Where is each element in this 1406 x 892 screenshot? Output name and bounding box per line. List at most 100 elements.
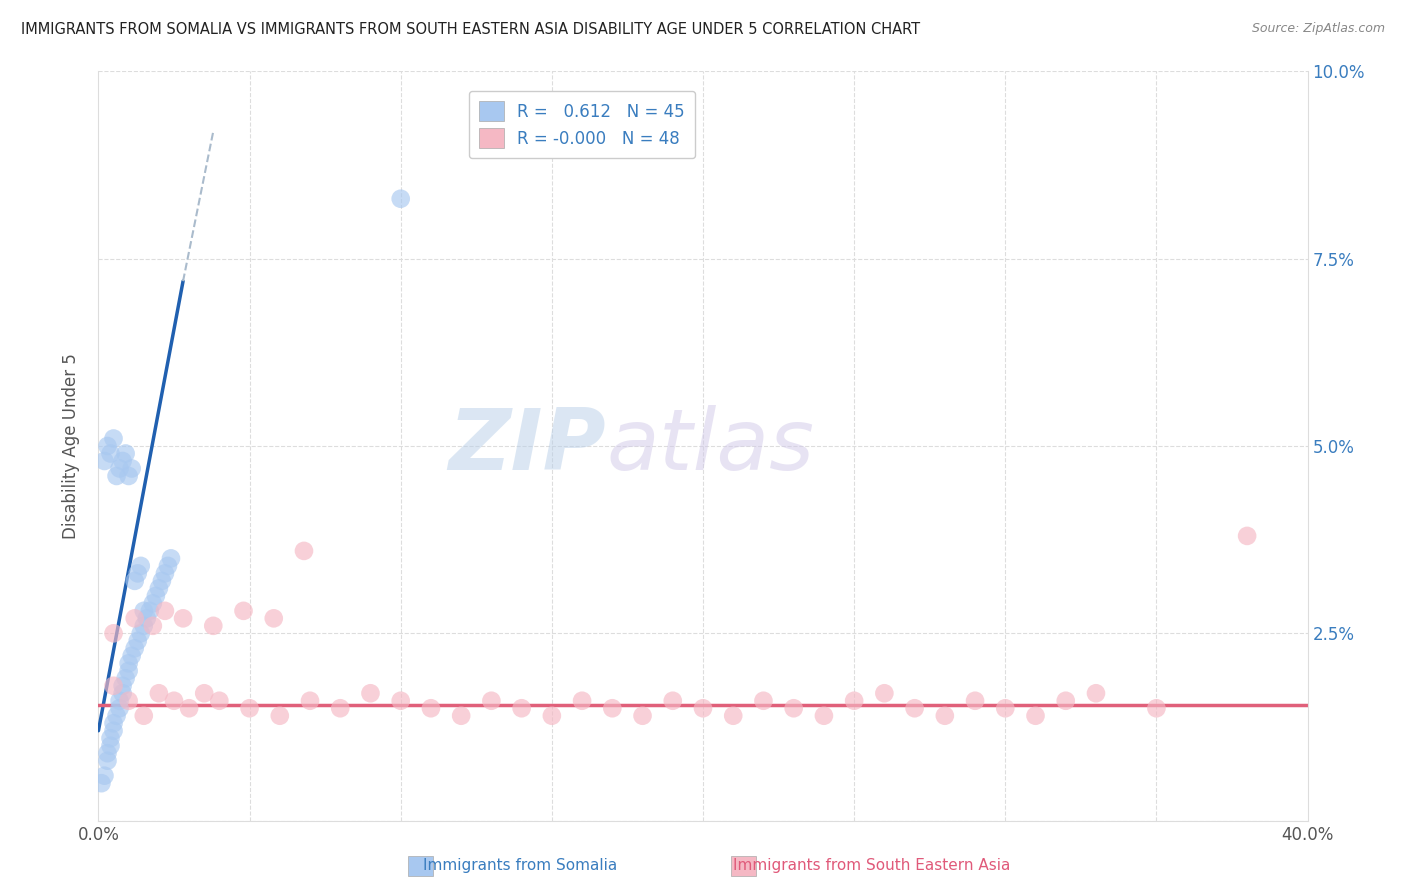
Point: [299, 694, 322, 708]
Point: [873, 686, 896, 700]
Point: [965, 694, 987, 708]
Point: [93, 769, 115, 783]
Point: [156, 558, 179, 573]
Point: [269, 708, 291, 723]
Point: [389, 192, 412, 206]
Point: [139, 604, 162, 618]
Point: [1054, 694, 1077, 708]
Point: [148, 686, 170, 700]
Point: [994, 701, 1017, 715]
Point: [292, 544, 315, 558]
Point: [103, 626, 125, 640]
Point: [96, 754, 118, 768]
Point: [118, 694, 141, 708]
Point: [150, 574, 173, 588]
Point: [1144, 701, 1167, 715]
Point: [100, 731, 122, 746]
Point: [510, 701, 533, 715]
Point: [263, 611, 285, 625]
Point: [148, 582, 170, 596]
Point: [127, 566, 149, 581]
Point: [692, 701, 714, 715]
Point: [111, 679, 134, 693]
Point: [661, 694, 683, 708]
Point: [783, 701, 806, 715]
Point: [118, 657, 141, 671]
Point: [239, 701, 262, 715]
Point: [571, 694, 593, 708]
Point: [450, 708, 472, 723]
Point: [153, 604, 176, 618]
Legend: R =   0.612   N = 45, R = -0.000   N = 48: R = 0.612 N = 45, R = -0.000 N = 48: [470, 91, 695, 158]
Point: [540, 708, 562, 723]
Point: [1085, 686, 1108, 700]
Point: [124, 611, 146, 625]
Point: [90, 776, 112, 790]
Point: [103, 716, 125, 731]
Point: [121, 648, 143, 663]
Point: [118, 664, 141, 678]
Point: [103, 723, 125, 738]
Point: [145, 589, 167, 603]
Point: [111, 686, 134, 700]
Text: IMMIGRANTS FROM SOMALIA VS IMMIGRANTS FROM SOUTH EASTERN ASIA DISABILITY AGE UND: IMMIGRANTS FROM SOMALIA VS IMMIGRANTS FR…: [21, 22, 920, 37]
Point: [1236, 529, 1258, 543]
Text: Source: ZipAtlas.com: Source: ZipAtlas.com: [1251, 22, 1385, 36]
Point: [129, 558, 152, 573]
Point: [1024, 708, 1046, 723]
Point: [124, 641, 146, 656]
Text: ZIP: ZIP: [449, 404, 606, 488]
Point: [124, 574, 146, 588]
Point: [142, 619, 165, 633]
Text: Immigrants from South Eastern Asia: Immigrants from South Eastern Asia: [733, 858, 1011, 872]
Point: [114, 671, 136, 685]
Point: [103, 679, 125, 693]
Point: [93, 454, 115, 468]
Point: [163, 694, 186, 708]
Y-axis label: Disability Age Under 5: Disability Age Under 5: [62, 353, 80, 539]
Point: [142, 596, 165, 610]
Point: [111, 454, 134, 468]
Point: [153, 566, 176, 581]
Point: [121, 461, 143, 475]
Point: [103, 432, 125, 446]
Point: [752, 694, 775, 708]
Text: atlas: atlas: [606, 404, 814, 488]
Point: [813, 708, 835, 723]
Point: [96, 746, 118, 760]
Point: [202, 619, 225, 633]
Point: [105, 469, 128, 483]
Point: [420, 701, 443, 715]
Point: [132, 708, 155, 723]
Point: [844, 694, 866, 708]
Point: [118, 469, 141, 483]
Point: [108, 694, 131, 708]
Point: [129, 626, 152, 640]
Point: [108, 701, 131, 715]
Point: [360, 686, 382, 700]
Point: [481, 694, 503, 708]
Point: [172, 611, 194, 625]
Point: [208, 694, 231, 708]
Point: [179, 701, 201, 715]
Point: [100, 739, 122, 753]
Point: [160, 551, 183, 566]
Point: [631, 708, 654, 723]
Point: [193, 686, 215, 700]
Point: [114, 446, 136, 460]
Point: [904, 701, 927, 715]
Point: [132, 604, 155, 618]
Point: [934, 708, 956, 723]
Point: [100, 446, 122, 460]
Point: [96, 439, 118, 453]
Point: [602, 701, 624, 715]
Point: [127, 633, 149, 648]
Bar: [731, 856, 756, 876]
Point: [389, 694, 412, 708]
Point: [135, 611, 157, 625]
Point: [723, 708, 745, 723]
Point: [232, 604, 254, 618]
Point: [132, 619, 155, 633]
Point: [105, 708, 128, 723]
Point: [329, 701, 352, 715]
